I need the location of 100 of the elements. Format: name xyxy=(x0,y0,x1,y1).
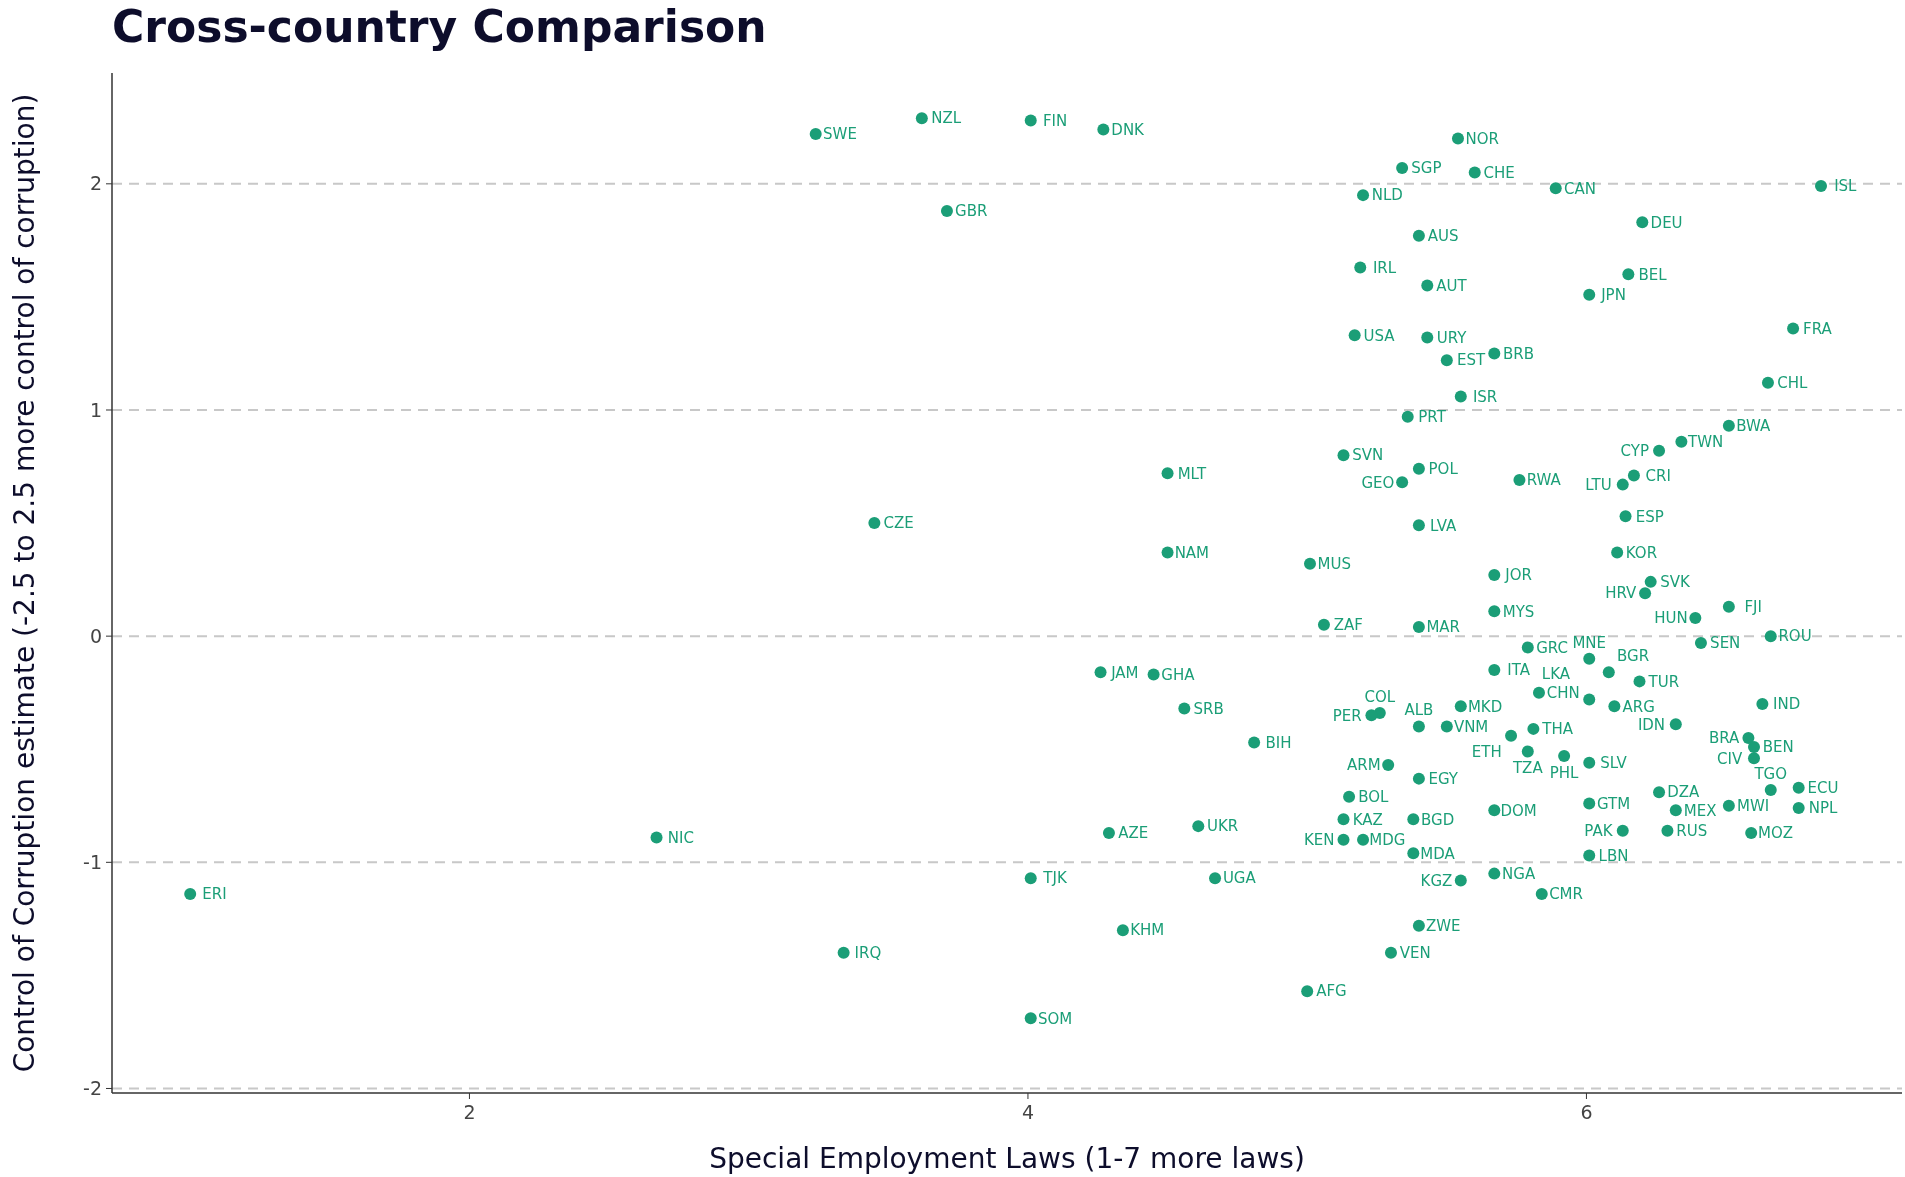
annotation: GEO xyxy=(1361,473,1395,492)
annotation: MOZ xyxy=(1757,824,1794,843)
annotation: IDN xyxy=(1637,715,1666,734)
annotation: BOL xyxy=(1358,787,1390,806)
annotation: POL xyxy=(1428,460,1459,479)
annotation: CIV xyxy=(1717,749,1744,768)
annotation: UGA xyxy=(1222,869,1257,888)
annotation: MYS xyxy=(1502,602,1535,621)
annotation: JPN xyxy=(1600,285,1626,304)
annotation: CHN xyxy=(1546,683,1580,702)
annotation: HUN xyxy=(1654,609,1688,628)
annotation: MEX xyxy=(1683,801,1717,820)
annotation: MKD xyxy=(1467,697,1503,716)
annotation: EGY xyxy=(1428,769,1459,788)
annotation: ARM xyxy=(1347,756,1381,775)
x-axis-title: Special Employment Laws (1-7 more laws) xyxy=(709,1142,1305,1175)
annotation: AFG xyxy=(1316,982,1347,1001)
annotation: BEN xyxy=(1762,738,1794,757)
annotation: PRT xyxy=(1418,408,1447,427)
annotation: MNE xyxy=(1572,633,1607,652)
y-tick-label: -2 xyxy=(83,1077,102,1100)
annotation: MLT xyxy=(1177,464,1207,483)
annotation: CAN xyxy=(1564,179,1597,198)
annotation: DEU xyxy=(1650,213,1683,232)
annotation: SWE xyxy=(823,125,857,144)
annotation: KEN xyxy=(1303,830,1335,849)
y-tick-label: 1 xyxy=(89,398,102,421)
annotation: GTM xyxy=(1596,794,1631,813)
annotation: NAM xyxy=(1174,543,1210,562)
annotation: TZA xyxy=(1511,759,1544,778)
y-tick-label: -1 xyxy=(83,850,102,873)
annotation: PER xyxy=(1332,706,1362,725)
x-tick-label: 6 xyxy=(1580,1101,1593,1123)
annotation: ERI xyxy=(202,885,227,904)
annotation: JOR xyxy=(1504,566,1532,585)
annotation: ISR xyxy=(1472,387,1498,406)
annotation: HRV xyxy=(1605,584,1638,603)
annotation: BIH xyxy=(1265,733,1292,752)
annotation: GBR xyxy=(955,202,988,221)
annotation: KGZ xyxy=(1420,871,1453,890)
annotation: SOM xyxy=(1037,1009,1073,1028)
annotation: GRC xyxy=(1536,638,1568,657)
annotation: GHA xyxy=(1161,665,1196,684)
annotation: CHE xyxy=(1483,163,1515,182)
chart-title: Cross-country Comparison xyxy=(112,1,767,52)
annotation: CHL xyxy=(1777,374,1808,393)
x-tick-label: 2 xyxy=(463,1101,476,1123)
annotation: BRA xyxy=(1708,729,1741,748)
annotation: URY xyxy=(1436,328,1468,347)
x-tick-label: 4 xyxy=(1021,1101,1034,1123)
annotation: IND xyxy=(1773,695,1801,714)
annotation: IRL xyxy=(1372,258,1397,277)
annotation: USA xyxy=(1363,326,1396,345)
annotation: ROU xyxy=(1778,627,1812,646)
annotation: SLV xyxy=(1600,754,1628,773)
annotation: BRB xyxy=(1503,344,1535,363)
annotation: DOM xyxy=(1500,801,1537,820)
annotation: PAK xyxy=(1584,821,1614,840)
annotation: SEN xyxy=(1710,634,1741,653)
annotation: TUR xyxy=(1647,672,1680,691)
annotation: KHM xyxy=(1130,921,1165,940)
annotation: NIC xyxy=(667,828,694,847)
annotation: MDA xyxy=(1420,844,1456,863)
annotation: KOR xyxy=(1625,543,1658,562)
annotation: BGD xyxy=(1421,810,1455,829)
annotation: ZAF xyxy=(1333,616,1363,635)
annotation: NZL xyxy=(931,109,962,128)
annotation: TWN xyxy=(1687,432,1724,451)
annotation: NPL xyxy=(1808,799,1838,818)
annotation: FIN xyxy=(1042,111,1068,130)
annotation: NLD xyxy=(1371,186,1403,205)
y-tick-label: 2 xyxy=(89,172,102,195)
annotation: NOR xyxy=(1465,129,1500,148)
annotation: RWA xyxy=(1526,471,1562,490)
annotation: ESP xyxy=(1635,507,1664,526)
annotation: LKA xyxy=(1541,665,1571,684)
annotation: COL xyxy=(1364,687,1396,706)
annotation: BGR xyxy=(1617,647,1650,666)
annotation: EST xyxy=(1457,351,1487,370)
annotation: SGP xyxy=(1411,159,1442,178)
annotation: IRQ xyxy=(854,944,882,963)
annotation: CMR xyxy=(1549,885,1583,904)
annotation: DZA xyxy=(1667,783,1701,802)
annotation: NGA xyxy=(1502,864,1536,883)
annotation: ITA xyxy=(1507,661,1531,680)
annotation: MAR xyxy=(1426,618,1461,637)
annotation: TJK xyxy=(1042,869,1068,888)
annotation: AZE xyxy=(1118,824,1149,843)
annotation: VNM xyxy=(1453,717,1489,736)
annotation: FJI xyxy=(1744,598,1762,616)
annotation: KAZ xyxy=(1352,810,1383,829)
annotation: BWA xyxy=(1736,417,1771,436)
annotation: SRB xyxy=(1193,699,1224,718)
annotation: THA xyxy=(1541,720,1574,739)
annotation: SVN xyxy=(1352,446,1384,465)
annotation: UKR xyxy=(1206,817,1239,836)
annotation: AUT xyxy=(1436,276,1468,295)
annotation: ECU xyxy=(1807,778,1839,797)
annotation: SVK xyxy=(1660,573,1691,592)
annotation: ISL xyxy=(1834,177,1858,196)
